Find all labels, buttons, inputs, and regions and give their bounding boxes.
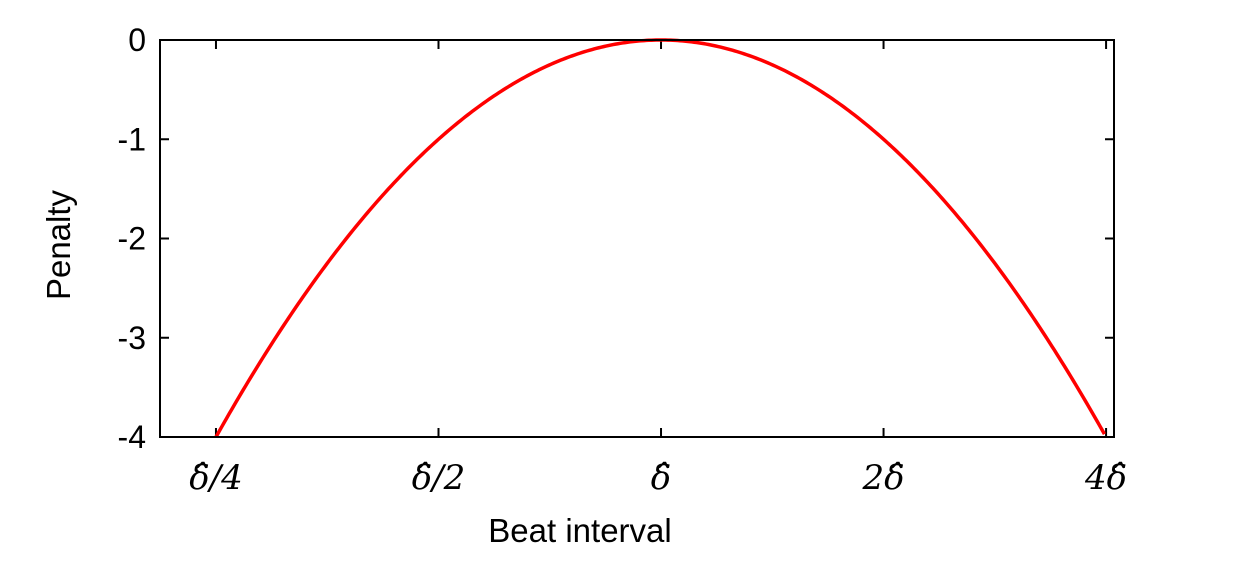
penalty-curve — [214, 38, 1106, 438]
x-tick-label-4: 4δ̂ — [1084, 458, 1127, 498]
y-tick-label-0: 0 — [128, 22, 146, 58]
y-tick-label-4: -4 — [118, 419, 146, 455]
x-ticks: δ̂/4 δ̂/2 δ̂ 2δ̂ 4δ̂ — [189, 40, 1127, 498]
x-tick-label-3: 2δ̂ — [861, 458, 904, 498]
y-tick-label-3: -3 — [118, 320, 146, 356]
x-tick-label-1: δ̂/2 — [412, 458, 466, 498]
y-ticks: 0 -1 -2 -3 -4 — [118, 22, 1114, 455]
y-axis-label: Penalty — [40, 189, 77, 300]
x-axis-label: Beat interval — [488, 512, 671, 549]
x-tick-label-0: δ̂/4 — [189, 458, 243, 498]
y-tick-label-1: -1 — [118, 121, 146, 157]
plot-frame — [159, 39, 1115, 438]
y-tick-label-2: -2 — [118, 221, 146, 257]
x-tick-label-2: δ̂ — [651, 458, 671, 498]
